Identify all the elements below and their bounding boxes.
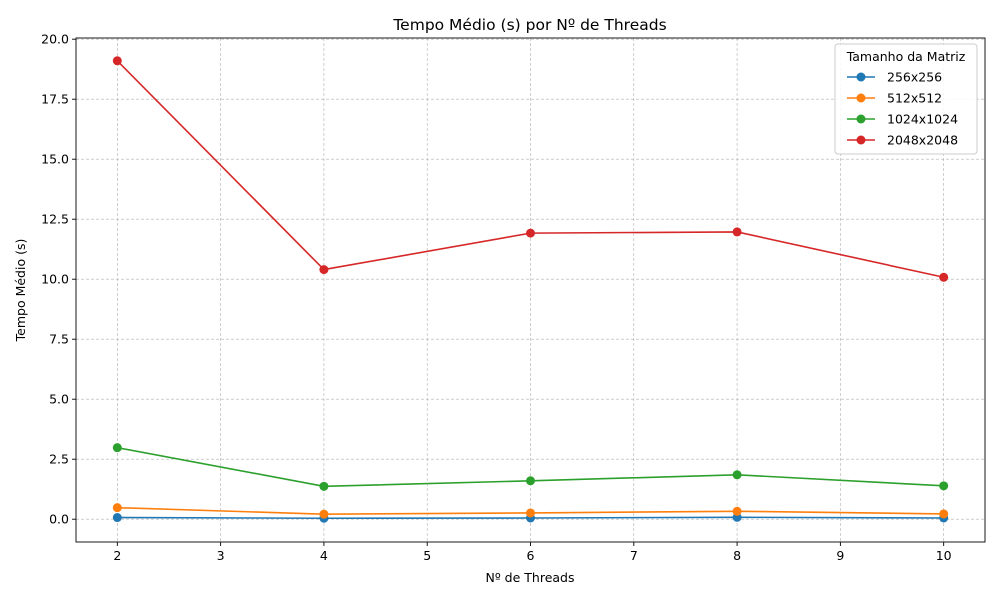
x-tick-label: 2	[113, 548, 121, 563]
legend-label: 2048x2048	[887, 133, 958, 148]
series-layer	[112, 56, 949, 523]
series-2048x2048	[112, 56, 949, 282]
data-point-512x512	[732, 506, 742, 516]
legend-item-2048x2048: 2048x2048	[847, 133, 958, 148]
data-point-1024x1024	[319, 481, 329, 491]
legend-label: 512x512	[887, 91, 942, 106]
data-point-256x256	[112, 513, 122, 523]
x-tick-label: 3	[217, 548, 225, 563]
legend-marker	[856, 93, 866, 103]
legend: Tamanho da Matriz 256x256 512x512 1024x102…	[834, 43, 978, 155]
legend-marker	[856, 114, 866, 124]
y-axis-label: Tempo Médio (s)	[13, 239, 28, 343]
data-point-512x512	[939, 509, 949, 519]
x-tick-label: 10	[936, 548, 952, 563]
grid	[76, 38, 985, 542]
legend-title: Tamanho da Matriz	[846, 49, 966, 64]
y-tick-label: 12.5	[41, 212, 69, 227]
x-axis-label: Nº de Threads	[485, 570, 574, 585]
data-point-1024x1024	[526, 476, 535, 486]
x-tick-label: 8	[733, 548, 741, 563]
data-point-512x512	[526, 508, 535, 518]
data-point-2048x2048	[112, 56, 122, 66]
data-point-512x512	[319, 509, 329, 519]
legend-label: 1024x1024	[887, 112, 958, 127]
data-point-2048x2048	[939, 272, 949, 282]
x-axis: 2 3 4 5 6 7 8 9 10	[113, 542, 952, 563]
legend-marker	[856, 135, 866, 145]
x-tick-label: 6	[527, 548, 535, 563]
legend-item-512x512: 512x512	[847, 91, 942, 106]
legend-label: 256x256	[887, 70, 942, 85]
data-point-512x512	[112, 503, 122, 513]
series-1024x1024	[112, 443, 949, 491]
data-point-1024x1024	[112, 443, 122, 453]
series-512x512	[112, 503, 949, 519]
data-point-2048x2048	[732, 227, 742, 237]
legend-marker	[856, 72, 866, 82]
y-tick-label: 10.0	[41, 272, 69, 287]
data-point-2048x2048	[526, 228, 535, 238]
chart-title: Tempo Médio (s) por Nº de Threads	[392, 16, 666, 34]
legend-item-1024x1024: 1024x1024	[847, 112, 958, 127]
y-tick-label: 7.5	[49, 332, 69, 347]
y-tick-label: 17.5	[41, 92, 69, 107]
data-point-1024x1024	[939, 481, 949, 491]
x-tick-label: 4	[320, 548, 328, 563]
x-tick-label: 5	[423, 548, 431, 563]
y-tick-label: 20.0	[41, 32, 69, 47]
y-tick-label: 5.0	[49, 392, 69, 407]
data-point-2048x2048	[319, 265, 329, 275]
y-axis: 0.0 2.5 5.0 7.5 10.0 12.5 15.0 17.5 20.0	[41, 32, 76, 527]
legend-frame	[834, 43, 978, 155]
y-tick-label: 0.0	[49, 512, 69, 527]
legend-item-256x256: 256x256	[847, 70, 942, 85]
x-tick-label: 7	[630, 548, 638, 563]
data-point-1024x1024	[732, 470, 742, 480]
x-tick-label: 9	[836, 548, 844, 563]
y-tick-label: 15.0	[41, 152, 69, 167]
y-tick-label: 2.5	[49, 452, 69, 467]
